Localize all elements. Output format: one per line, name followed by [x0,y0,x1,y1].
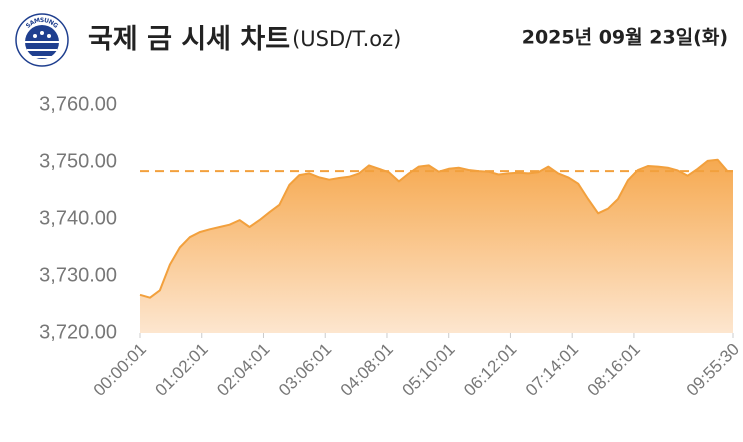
x-tick-label: 06:12:01 [460,340,520,400]
area [140,159,733,333]
y-tick-label: 3,760.00 [39,93,117,115]
y-tick-label: 3,720.00 [39,321,117,343]
logo: SAMSUNG [15,13,69,67]
x-tick-label: 00:00:01 [90,340,150,400]
chart-title: 국제 금 시세 차트(USD/T.oz) [88,24,401,55]
line [139,158,733,299]
y-tick-label: 3,750.00 [39,150,117,172]
x-tick-label: 04:08:01 [337,340,397,400]
x-tick-label: 05:10:01 [398,340,458,400]
x-tick-label: 03:06:01 [275,340,335,400]
x-tick-label: 07:14:01 [522,340,582,400]
x-tick-label: 02:04:01 [213,340,273,400]
date: 2025년 09월 23일(화) [522,27,728,49]
y-tick-label: 3,740.00 [39,207,117,229]
y-tick-label: 3,730.00 [39,264,117,286]
x-tick-label: 01:02:01 [152,340,212,400]
title: 국제 금 시세 차트 [88,24,290,55]
x-tick-label: 09:55:30 [683,340,743,400]
unit: (USD/T.oz) [292,27,401,51]
x-tick-label: 08:16:01 [584,340,644,400]
